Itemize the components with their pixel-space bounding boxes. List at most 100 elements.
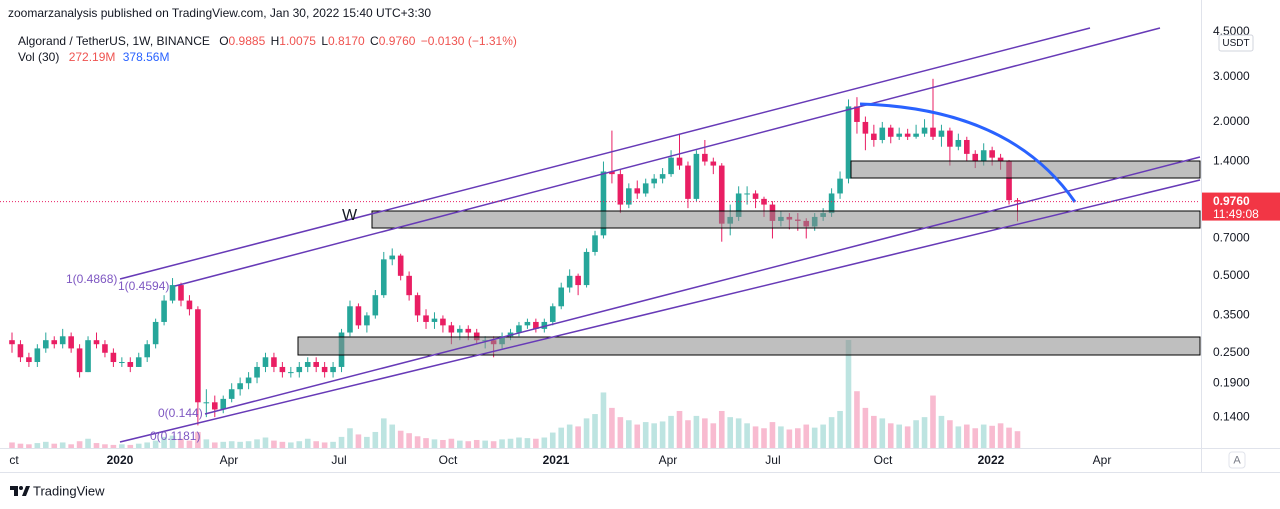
candle-body [668, 157, 674, 175]
volume-bar [119, 444, 125, 448]
volume-bar [59, 442, 66, 448]
candle-body [862, 121, 869, 134]
y-tick-label: 0.1400 [1213, 409, 1250, 423]
candle-body [152, 321, 159, 345]
volume-bar [473, 439, 480, 448]
candle-body [304, 362, 311, 367]
volume-bar [752, 426, 759, 448]
candle-body [211, 402, 218, 410]
volume-bar [364, 436, 370, 448]
volume-bar [592, 414, 598, 448]
y-tick-label: 0.5000 [1213, 268, 1250, 282]
candle-body [237, 383, 243, 390]
volume-bar [169, 435, 176, 448]
volume-bar [583, 418, 590, 448]
candle-body [896, 133, 902, 137]
currency[interactable]: USDT [1222, 38, 1249, 49]
footer-logo [10, 486, 30, 496]
candle-body [178, 285, 184, 301]
candle-body [617, 174, 624, 205]
volume-bar [997, 423, 1004, 448]
x-tick-label: Apr [659, 453, 678, 467]
volume-bar [355, 434, 362, 448]
annotation: W [342, 207, 358, 224]
candle-body [651, 178, 657, 184]
volume-bar [566, 424, 573, 448]
volume-bar [651, 423, 657, 448]
volume-bar [42, 441, 49, 448]
candle-body [228, 389, 235, 399]
zone-box [371, 210, 1201, 229]
candle-body [558, 287, 565, 307]
candle-body [854, 106, 860, 122]
candle-body [516, 325, 522, 333]
volume-bar [457, 440, 463, 448]
scale-mode-button[interactable] [1228, 451, 1246, 469]
candle-body [440, 318, 446, 326]
candle-body [659, 174, 666, 179]
volume-bar [102, 444, 108, 448]
candle-body [119, 362, 125, 364]
volume-bar [938, 415, 945, 448]
candle-body [583, 251, 590, 286]
volume-bar [321, 442, 328, 448]
volume-bar [186, 440, 193, 448]
zone-box [850, 160, 1201, 179]
volume-bar [904, 426, 911, 448]
volume-bar [879, 418, 886, 448]
volume-bar [549, 432, 556, 448]
candle-body [296, 366, 303, 373]
volume-bar [871, 415, 877, 448]
volume-bar [693, 415, 700, 448]
volume-bar [947, 420, 953, 448]
candle-body [271, 357, 277, 367]
x-tick-label: ct [9, 453, 19, 467]
candle-body [364, 315, 370, 326]
candle-body [406, 275, 412, 296]
x-tick-label: 2021 [543, 453, 570, 467]
volume-bar [161, 436, 167, 448]
candle-body [17, 344, 24, 358]
volume-bar [718, 410, 725, 448]
candle-body [279, 366, 286, 373]
volume-bar [820, 424, 826, 448]
volume-bar [68, 444, 74, 448]
volume-bar [600, 392, 607, 448]
volume-bar [279, 441, 286, 448]
legend-value: 0.9760 [379, 34, 416, 48]
volume-bar [980, 424, 987, 448]
volume-bar [921, 417, 928, 448]
volume-bar [524, 438, 531, 448]
candle-body [947, 130, 953, 147]
drawings: 1(0.4868) 1(0.4594) 0(0.144) 0(0.1181) W [66, 27, 1201, 443]
channel-line [174, 27, 1161, 287]
legend: Algorand / TetherUS, 1W, BINANCE O0.9885… [18, 34, 517, 48]
candle-body [448, 325, 455, 333]
y-tick-label: 0.2500 [1213, 345, 1250, 359]
candle-body [313, 362, 319, 367]
candle-body [110, 352, 117, 363]
x-tick-label: Apr [220, 453, 239, 467]
volume-bar [955, 426, 962, 448]
volume-bar [887, 423, 894, 448]
volume-bar [228, 441, 235, 448]
volume-bar [744, 423, 750, 448]
candle-body [1006, 161, 1012, 201]
volume-bar [963, 424, 970, 448]
candle-body [245, 377, 252, 384]
volume-bar [330, 441, 336, 448]
candle-body [938, 130, 945, 137]
volume-bar [135, 443, 142, 448]
candle-body [169, 285, 176, 301]
x-tick-label: Oct [874, 453, 893, 467]
currency-box[interactable] [1218, 34, 1254, 52]
volume-bar [626, 420, 632, 448]
scale-mode[interactable]: A [1233, 454, 1241, 466]
volume-bar [262, 437, 269, 448]
legend-key: H [271, 34, 280, 48]
volume-bar [338, 436, 345, 448]
candle-body [102, 344, 108, 353]
candle-body [262, 357, 269, 367]
candle-body [566, 275, 573, 288]
volume-bar [304, 438, 311, 448]
